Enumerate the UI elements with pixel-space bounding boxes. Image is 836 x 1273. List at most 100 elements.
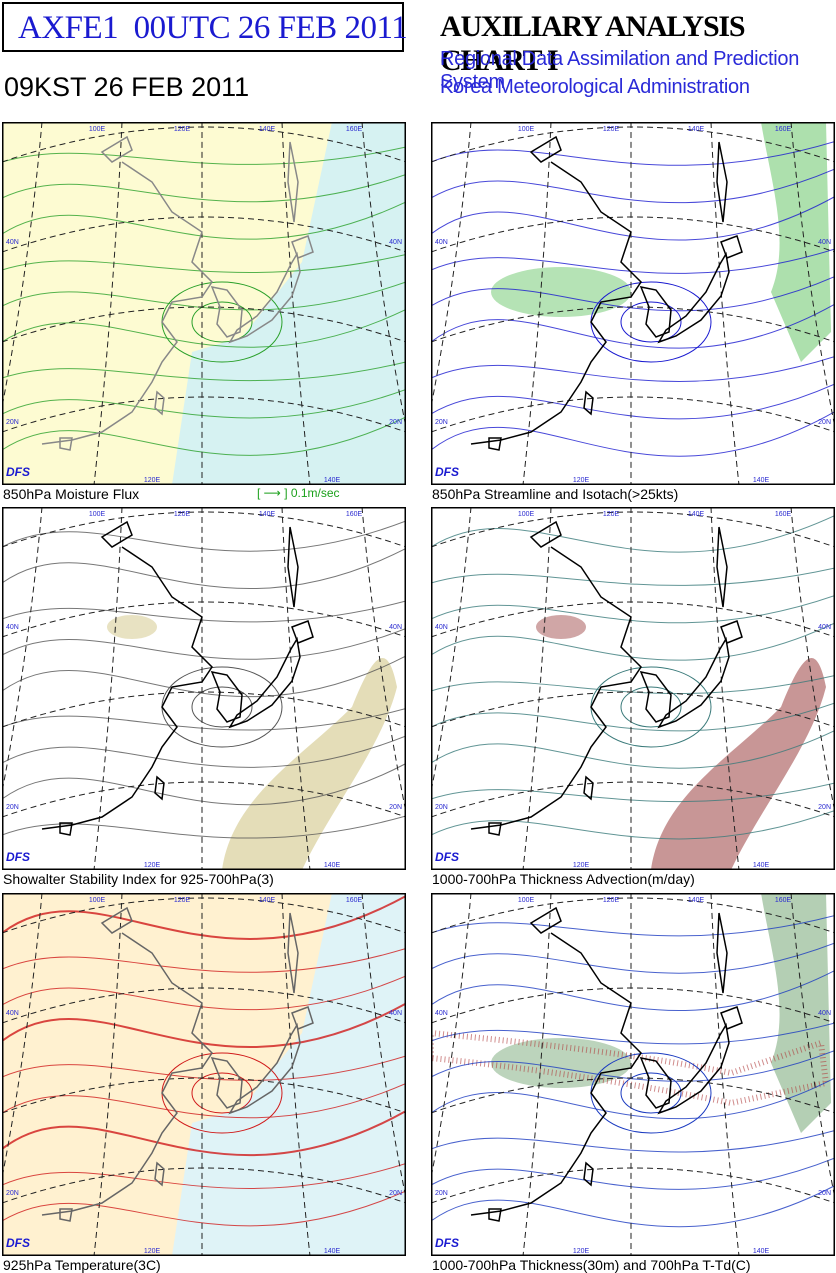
contour-line <box>431 141 835 166</box>
contour-line <box>431 730 835 769</box>
coastline <box>529 520 562 548</box>
contour-line <box>2 281 406 311</box>
graticule <box>431 507 472 795</box>
model-label: DFS <box>435 1236 459 1250</box>
contour-line <box>2 600 406 623</box>
contour-line <box>620 301 682 343</box>
coastline <box>287 141 299 223</box>
contour-line <box>2 1055 406 1081</box>
coastline <box>470 546 642 830</box>
contour-line <box>2 708 406 731</box>
coastline <box>488 1208 502 1222</box>
lat-label: 20N <box>435 419 448 426</box>
panel-caption: 925hPa Temperature(3C) <box>3 1257 161 1273</box>
contour-line <box>2 1190 406 1227</box>
coastline <box>639 1056 672 1109</box>
coastline <box>716 526 728 608</box>
graticule <box>431 897 835 934</box>
lat-label: 40N <box>6 624 19 631</box>
agency-name: Korea Meteorological Administration <box>440 76 750 98</box>
coastline <box>720 235 743 259</box>
contour-line <box>191 686 253 728</box>
lon-label: 140E <box>753 477 770 484</box>
lon-label: 120E <box>144 477 161 484</box>
graticule <box>93 507 123 870</box>
lat-label: 20N <box>389 419 402 426</box>
contour-line <box>431 810 835 840</box>
coastline <box>41 932 213 1216</box>
graticule <box>522 507 552 870</box>
model-label: DFS <box>6 465 30 479</box>
graticule <box>431 893 472 1181</box>
coastline <box>100 135 133 163</box>
contour-line <box>431 782 835 803</box>
graticule <box>522 122 552 485</box>
contour-line <box>431 356 835 382</box>
lon-label: 120E <box>573 862 590 869</box>
lon-label: 120E <box>174 126 191 133</box>
graticule <box>93 893 123 1256</box>
graticule <box>2 306 406 343</box>
contour-line <box>431 411 835 457</box>
graticule <box>361 507 406 816</box>
map-panel: 100E 120E 140E 160E 120E 140E 40N 40N 20N 20N DFS <box>2 893 406 1256</box>
map-background <box>2 507 406 870</box>
contour-line <box>2 520 406 552</box>
coastline <box>59 1208 73 1222</box>
graticule <box>431 396 835 433</box>
contour-line <box>431 915 835 937</box>
contour-line <box>620 1072 682 1114</box>
graticule <box>2 396 406 433</box>
contour-line <box>431 622 835 661</box>
graticule <box>431 126 835 163</box>
lon-label: 120E <box>603 897 620 904</box>
contour-line <box>431 303 835 349</box>
lon-label: 140E <box>324 1248 341 1255</box>
coastline <box>210 670 243 723</box>
panel-caption: Showalter Stability Index for 925-700hPa… <box>3 871 274 887</box>
graticule <box>93 122 123 485</box>
contour-line <box>2 1002 406 1049</box>
coastline <box>583 390 594 416</box>
graticule <box>431 987 835 1024</box>
model-label: DFS <box>6 850 30 864</box>
panel-caption: 1000-700hPa Thickness(30m) and 700hPa T-… <box>432 1257 751 1273</box>
lon-label: 120E <box>603 511 620 518</box>
contour-line <box>431 1077 835 1120</box>
graticule <box>2 507 43 795</box>
contour-line <box>431 1022 835 1045</box>
coastline <box>210 285 243 338</box>
lon-label: 140E <box>688 511 705 518</box>
map-background <box>431 122 835 485</box>
contour-line <box>431 196 835 241</box>
lat-label: 40N <box>389 624 402 631</box>
graticule <box>2 987 406 1024</box>
coastline <box>154 775 165 801</box>
lon-label: 140E <box>688 126 705 133</box>
map-panel: 100E 120E 140E 160E 120E 140E 40N 40N 20N 20N DFS <box>2 507 406 870</box>
contour-line <box>431 248 835 274</box>
lat-label: 40N <box>389 1010 402 1017</box>
lat-label: 40N <box>435 624 448 631</box>
lat-label: 20N <box>818 1190 831 1197</box>
contour-line <box>431 675 835 694</box>
contour-line <box>431 567 835 586</box>
lon-label: 160E <box>346 126 363 133</box>
graticule <box>361 122 406 431</box>
graticule <box>790 893 835 1202</box>
graticule <box>2 691 406 728</box>
contour-line <box>2 361 406 382</box>
contour-line <box>431 1185 835 1228</box>
contour-line <box>2 655 406 698</box>
contour-line <box>2 309 406 348</box>
contour-line <box>2 628 406 660</box>
graticule <box>281 122 311 485</box>
lon-label: 140E <box>259 126 276 133</box>
contour-line <box>431 1050 835 1082</box>
sea-area <box>172 122 406 485</box>
shaded-area <box>761 893 831 1133</box>
lat-label: 20N <box>818 419 831 426</box>
lon-label: 140E <box>324 862 341 869</box>
coastline <box>720 1006 743 1030</box>
lon-label: 160E <box>775 897 792 904</box>
